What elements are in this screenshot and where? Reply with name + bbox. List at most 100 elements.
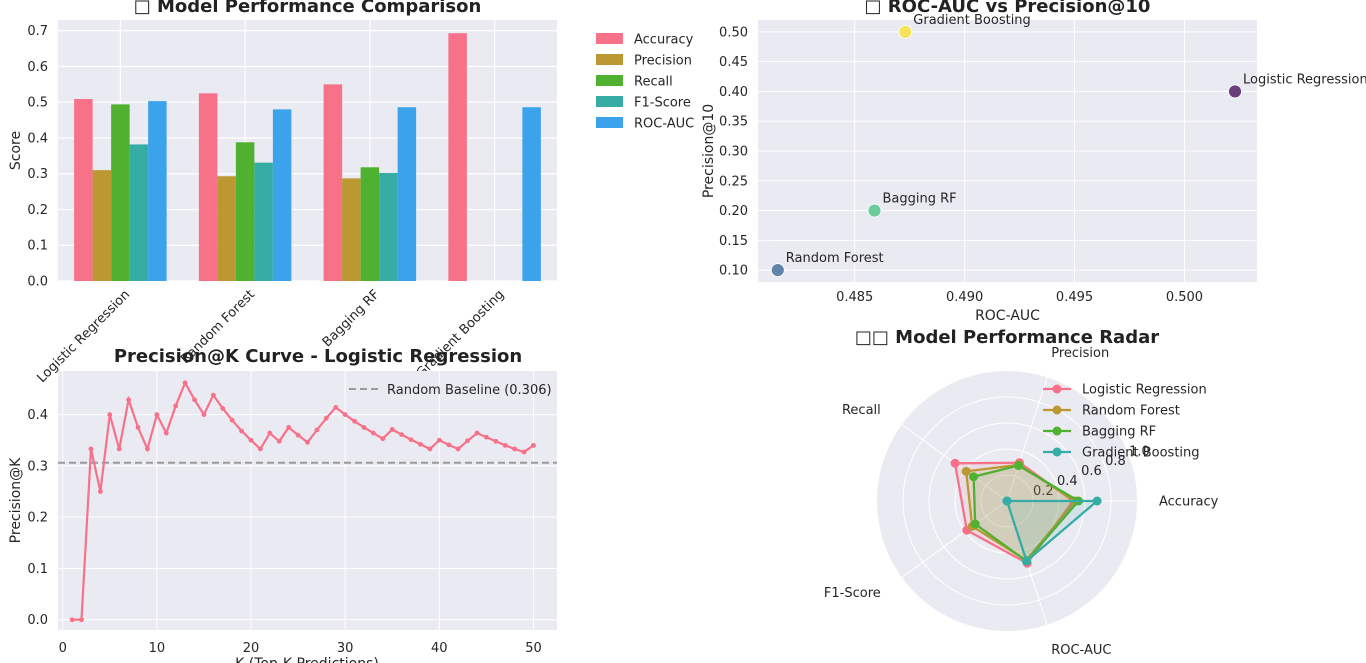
bar-accuracy xyxy=(448,33,467,282)
scatter-y-tick-label: 0.15 xyxy=(719,234,748,249)
bar-chart-y-tick-label: 0.5 xyxy=(27,96,48,111)
radar-series-point xyxy=(1022,556,1032,566)
radar-legend: Logistic Regression Random Forest Bagging … xyxy=(1043,383,1207,461)
radar-r-tick-label: 0.8 xyxy=(1105,454,1126,469)
precision-at-k-point xyxy=(192,397,197,403)
precision-at-k-point xyxy=(97,489,103,494)
precision-at-k-point xyxy=(352,418,357,424)
bar-chart-y-tick-label: 0.6 xyxy=(27,60,48,75)
line-chart-x-tick-label: 40 xyxy=(431,641,448,656)
precision-at-k-point xyxy=(88,446,94,452)
radar-chart: 0.20.40.60.81.0 Accuracy Precision Recall F1… xyxy=(824,327,1219,658)
precision-at-k-point xyxy=(154,412,160,417)
radar-series-point xyxy=(969,472,979,482)
precision-at-k-point xyxy=(126,397,132,403)
line-chart-y-axis-label: Precision@K xyxy=(8,457,24,543)
precision-at-k-point xyxy=(455,446,461,452)
scatter-point xyxy=(898,25,913,39)
scatter-y-tick-label: 0.25 xyxy=(719,174,748,189)
radar-axis-label: F1-Score xyxy=(824,586,881,601)
line-chart-x-tick-label: 10 xyxy=(149,641,166,656)
precision-at-k-point xyxy=(79,617,84,623)
legend-swatch-marker xyxy=(1052,384,1062,394)
precision-at-k-point xyxy=(248,437,254,443)
bar-chart-legend: Accuracy Precision Recall F1-Score ROC-AUC xyxy=(596,33,694,132)
legend-swatch xyxy=(596,75,623,86)
radar-series-point xyxy=(970,519,980,529)
scatter-x-tick-label: 0.490 xyxy=(946,290,983,305)
precision-at-k-point xyxy=(474,430,480,436)
scatter-y-tick-label: 0.20 xyxy=(719,204,748,219)
line-chart-y-tick-label: 0.3 xyxy=(27,459,48,474)
legend-label: Logistic Regression xyxy=(1082,383,1207,398)
line-chart-y-tick-label: 0.1 xyxy=(27,562,48,577)
bar-chart-y-tick-label: 0.4 xyxy=(27,131,48,146)
precision-at-k-point xyxy=(342,412,348,417)
radar-r-tick-label: 0.4 xyxy=(1057,474,1078,489)
precision-at-k-point xyxy=(295,432,301,438)
legend-swatch xyxy=(596,96,623,107)
scatter-y-axis-label: Precision@10 xyxy=(701,104,717,198)
radar-axis-label: ROC-AUC xyxy=(1051,643,1111,658)
precision-at-k-point xyxy=(314,427,320,433)
legend-label: Random Forest xyxy=(1082,404,1180,419)
precision-at-k-point xyxy=(512,446,518,452)
precision-at-k-point xyxy=(220,406,226,411)
precision-at-k-point xyxy=(389,427,395,432)
scatter-y-tick-label: 0.30 xyxy=(719,145,748,160)
line-chart-x-tick-label: 50 xyxy=(525,641,542,656)
radar-spoke xyxy=(901,500,1008,578)
precision-at-k-point xyxy=(229,417,235,423)
scatter-point-label: Bagging RF xyxy=(883,192,957,207)
precision-at-k-point xyxy=(521,449,527,455)
precision-at-k-point xyxy=(531,442,536,448)
radar-series-point xyxy=(950,458,960,468)
precision-at-k-point xyxy=(465,438,470,444)
bar-chart-y-tick-label: 0.7 xyxy=(27,24,48,39)
scatter-y-tick-label: 0.40 xyxy=(719,85,748,100)
bar-recall xyxy=(235,142,255,281)
line-chart-x-tick-label: 20 xyxy=(243,641,260,656)
precision-at-k-point xyxy=(107,412,113,417)
legend-label: Gradient Boosting xyxy=(1082,446,1200,461)
radar-axis-label: Recall xyxy=(842,403,881,418)
line-chart-y-tick-label: 0.0 xyxy=(27,613,48,628)
legend-swatch-marker xyxy=(1052,426,1062,436)
radar-series-point xyxy=(1014,461,1024,471)
scatter-y-tick-label: 0.35 xyxy=(719,115,748,130)
line-chart-x-axis-label: K (Top-K Predictions) xyxy=(235,656,379,663)
bar-accuracy xyxy=(323,84,343,281)
precision-at-k-point xyxy=(493,438,499,444)
scatter-x-tick-label: 0.495 xyxy=(1056,290,1093,305)
scatter-point-label: Random Forest xyxy=(786,251,884,266)
line-chart: 0.0 0.1 0.2 0.3 0.4 0 10 20 30 40 50 Random Baselin… xyxy=(8,346,557,663)
bar-chart-title: □ Model Performance Comparison xyxy=(134,0,482,17)
radar-series-polygon xyxy=(1005,499,1101,564)
bar-f1-score xyxy=(379,173,398,281)
bar-precision xyxy=(92,170,112,281)
line-chart-title: Precision@K Curve - Logistic Regression xyxy=(114,346,522,367)
precision-at-k-point xyxy=(305,439,310,445)
scatter-x-tick-label: 0.500 xyxy=(1166,290,1203,305)
precision-at-k-point xyxy=(399,432,405,437)
bar-roc-auc xyxy=(522,107,541,281)
scatter-point xyxy=(1228,84,1242,99)
scatter-x-tick-label: 0.485 xyxy=(836,290,873,305)
precision-at-k-point xyxy=(323,415,329,421)
precision-at-k-point xyxy=(427,446,433,452)
bar-f1-score xyxy=(129,144,149,281)
bar-accuracy xyxy=(198,93,218,281)
radar-r-tick-label: 1.0 xyxy=(1129,444,1150,459)
precision-at-k-point xyxy=(163,430,169,436)
precision-at-k-point xyxy=(361,425,367,430)
scatter-point xyxy=(770,263,785,277)
radar-series-polygon xyxy=(972,464,1081,563)
bar-accuracy xyxy=(74,99,93,281)
precision-at-k-point xyxy=(173,403,179,409)
legend-label: Recall xyxy=(634,75,673,90)
scatter-y-tick-label: 0.10 xyxy=(719,264,748,279)
bar-recall xyxy=(360,167,380,281)
line-chart-x-tick-label: 0 xyxy=(59,641,67,656)
scatter-y-tick-label: 0.45 xyxy=(719,55,748,70)
